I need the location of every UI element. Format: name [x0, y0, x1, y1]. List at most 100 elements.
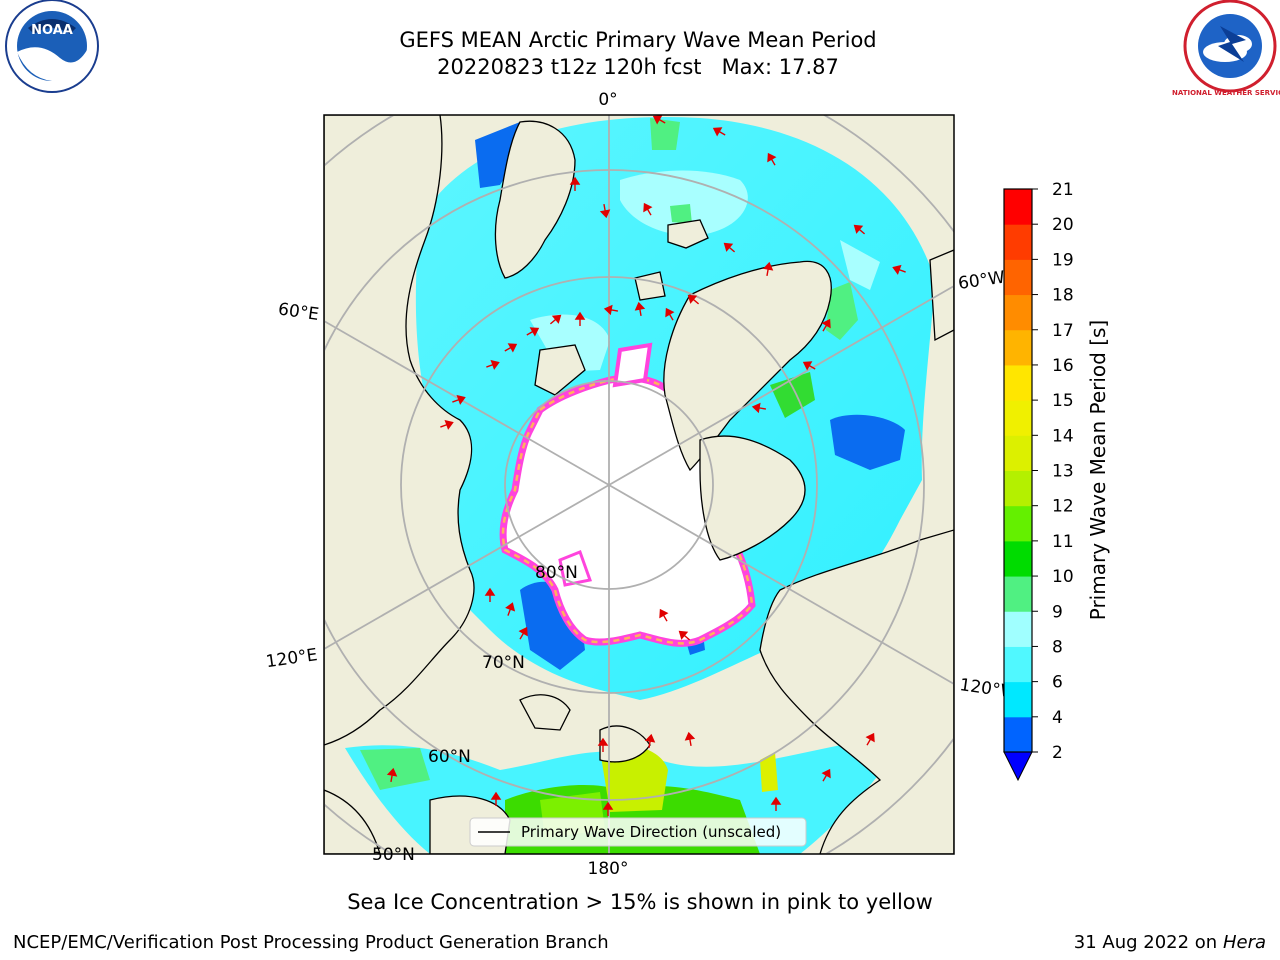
colorbar-bin: [1004, 435, 1032, 471]
colorbar-bin: [1004, 400, 1032, 436]
colorbar-under-triangle: [1003, 751, 1033, 782]
colorbar: 2 4 6 8 9 10 11 12 13 14 15 16 17 18 19 20 21 Primary Wa…: [1003, 180, 1110, 782]
wave-direction-arrow: [518, 626, 528, 640]
lon-label-180: 180°: [588, 859, 629, 879]
wave-direction-arrow: [853, 224, 866, 235]
wave-direction-arrow: [526, 327, 540, 337]
wave-direction-arrows: [386, 115, 906, 816]
meridian-120w: [608, 484, 954, 685]
colorbar-tick-label: 2: [1052, 743, 1063, 763]
colorbar-tick-label: 6: [1052, 673, 1063, 693]
wave-direction-arrow: [678, 630, 691, 641]
wave-direction-arrow: [762, 261, 774, 277]
wave-direction-arrow: [751, 402, 767, 414]
colorbar-title: Primary Wave Mean Period [s]: [1086, 320, 1110, 621]
wave-direction-arrow: [486, 359, 500, 370]
legend-label: Primary Wave Direction (unscaled): [521, 823, 781, 841]
wave-direction-arrow: [644, 733, 656, 749]
wave-direction-arrow: [684, 731, 696, 747]
colorbar-tick-label: 18: [1052, 286, 1074, 306]
wave-direction-arrow: [599, 203, 611, 219]
chart-subtitle-run-info: 20220823 t12z 120h fcst Max: 17.87: [437, 55, 839, 79]
footer-date: 31 Aug 2022 on Hera: [1074, 932, 1266, 953]
wave-direction-arrow: [386, 767, 398, 783]
colorbar-tick-label: 21: [1052, 180, 1074, 200]
wave-direction-arrow: [659, 608, 669, 622]
wave-direction-arrow: [597, 737, 609, 752]
colorbar-tick-label: 13: [1052, 462, 1074, 482]
wave-direction-arrow: [504, 343, 518, 353]
chart-title: GEFS MEAN Arctic Primary Wave Mean Perio…: [399, 28, 877, 52]
footer-machine: Hera: [1222, 932, 1266, 953]
colorbar-tick-label: 19: [1052, 250, 1074, 270]
wave-direction-arrow: [634, 301, 646, 317]
footer-branch: NCEP/EMC/Verification Post Processing Pr…: [13, 932, 609, 953]
colorbar-bin: [1004, 364, 1032, 401]
wave-direction-arrow: [603, 304, 619, 316]
colorbar-tick-label: 14: [1052, 426, 1074, 446]
nws-logo: NATIONAL WEATHER SERVICE: [1172, 0, 1280, 97]
colorbar-tick-label: 20: [1052, 215, 1074, 235]
lon-label-0: 0°: [598, 90, 617, 110]
colorbar-tick-label: 4: [1052, 708, 1063, 728]
colorbar-tick-label: 15: [1052, 391, 1074, 411]
wave-direction-arrow: [821, 318, 831, 332]
wave-direction-arrow: [723, 242, 736, 253]
lat-label-60n: 60°N: [428, 747, 471, 767]
colorbar-bin: [1004, 681, 1032, 718]
colorbar-tick-label: 17: [1052, 321, 1074, 341]
legend: Primary Wave Direction (unscaled): [469, 817, 807, 847]
lon-label-60w: 60°W: [957, 268, 1006, 294]
wave-direction-arrow: [802, 361, 816, 371]
meridian-60e: [324, 320, 610, 486]
lon-label-60e: 60°E: [277, 299, 320, 324]
wave-direction-arrow: [770, 796, 782, 811]
lat-label-70n: 70°N: [482, 653, 525, 673]
wave-direction-arrow: [484, 587, 496, 602]
arctic-map: Primary Wave Direction (unscaled): [324, 115, 954, 854]
meridian-120e: [324, 484, 610, 650]
colorbar-tick-label: 8: [1052, 637, 1063, 657]
wave-direction-arrow: [665, 307, 675, 321]
wave-direction-arrow: [767, 152, 777, 166]
colorbar-tick-label: 16: [1052, 356, 1074, 376]
wave-direction-arrow: [574, 311, 586, 326]
colorbar-bin: [1004, 189, 1032, 225]
wave-direction-arrow: [549, 314, 562, 325]
wave-direction-arrow: [490, 791, 502, 806]
colorbar-bin: [1004, 611, 1032, 647]
lat-label-80n: 80°N: [535, 563, 578, 583]
wave-direction-arrow: [569, 176, 581, 191]
colorbar-bin: [1004, 540, 1032, 577]
colorbar-bin: [1004, 294, 1032, 331]
graticule-labels: 0° 60°W 120°W 180° 120°E 60°E 80°N 70°N …: [265, 90, 1019, 879]
wave-direction-arrow: [865, 732, 875, 746]
wave-direction-arrow: [687, 294, 700, 305]
colorbar-tick-label: 9: [1052, 602, 1063, 622]
wave-direction-arrow: [892, 264, 906, 275]
graticule: [324, 115, 954, 854]
wave-direction-arrow: [452, 394, 466, 405]
colorbar-bin: [1004, 259, 1032, 296]
colorbar-tick-label: 12: [1052, 497, 1074, 517]
colorbar-bin: [1004, 470, 1032, 507]
colorbar-bin: [1004, 224, 1032, 260]
wave-direction-arrow: [652, 115, 666, 125]
meridian-60w: [608, 285, 954, 486]
land-masses: [324, 115, 954, 854]
sea-ice-note: Sea Ice Concentration > 15% is shown in …: [347, 890, 933, 914]
colorbar-tick-label: 10: [1052, 567, 1074, 587]
svg-text:NOAA: NOAA: [31, 23, 73, 38]
wave-direction-arrow: [643, 202, 653, 216]
noaa-logo: NOAA: [5, 0, 99, 93]
colorbar-bin: [1004, 646, 1032, 683]
colorbar-bin: [1004, 576, 1032, 612]
lat-label-50n: 50°N: [372, 845, 415, 865]
colorbar-bin: [1004, 505, 1032, 542]
colorbar-tick-label: 11: [1052, 532, 1074, 552]
footer-date-text: 31 Aug 2022 on: [1073, 932, 1218, 953]
wave-direction-arrow: [712, 127, 726, 137]
map-frame: [323, 114, 955, 855]
svg-text:NATIONAL WEATHER SERVICE: NATIONAL WEATHER SERVICE: [1172, 89, 1280, 97]
